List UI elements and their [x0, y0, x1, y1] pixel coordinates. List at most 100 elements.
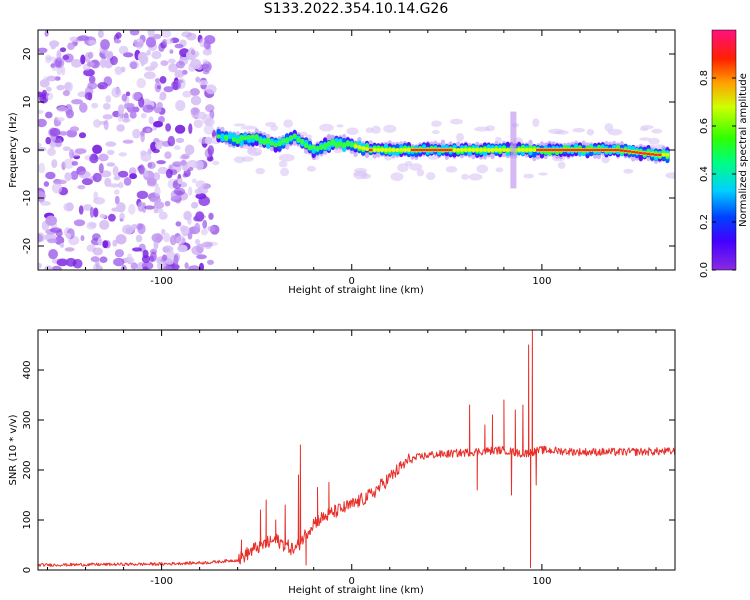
noise-blob — [70, 170, 79, 180]
ridge-segment — [292, 133, 297, 138]
snr-xtick-label: 0 — [349, 576, 355, 587]
halo-blob — [648, 137, 660, 145]
ridge-segment — [254, 134, 259, 141]
ridge-peak — [433, 148, 438, 152]
noise-blob — [201, 63, 210, 70]
noise-blob — [153, 172, 161, 181]
ridge-peak — [410, 148, 415, 152]
noise-blob — [196, 111, 207, 120]
noise-blob — [196, 243, 205, 254]
halo-blob — [255, 167, 265, 175]
ridge-core — [482, 148, 487, 152]
ridge-segment — [224, 134, 229, 142]
halo-blob — [233, 156, 246, 164]
halo-blob — [523, 173, 535, 179]
ridge-peak — [585, 148, 590, 152]
ridge-core — [471, 148, 476, 152]
ridge-core — [372, 148, 377, 152]
ridge-segment — [262, 139, 267, 146]
ridge-peak — [608, 148, 613, 152]
noise-blob — [194, 222, 201, 234]
noise-blob — [175, 100, 186, 111]
noise-blob — [186, 160, 199, 169]
noise-blob — [172, 161, 183, 168]
noise-blob — [154, 78, 161, 83]
noise-blob — [150, 61, 159, 69]
noise-blob — [208, 212, 214, 220]
halo-blob — [532, 118, 540, 127]
noise-blob — [162, 254, 168, 261]
noise-blob — [79, 102, 88, 113]
halo-blob — [397, 163, 409, 173]
noise-blob — [38, 142, 42, 148]
snr-content — [38, 330, 675, 568]
noise-blob — [152, 33, 162, 40]
noise-blob — [59, 242, 65, 248]
noise-blob — [71, 59, 83, 68]
ridge-peak — [566, 148, 571, 152]
ridge-core — [380, 148, 385, 152]
noise-blob — [163, 86, 174, 93]
ridge-core — [524, 148, 529, 152]
noise-blob — [77, 35, 90, 41]
noise-blob — [153, 201, 165, 209]
noise-blob — [146, 128, 151, 133]
noise-blob — [137, 223, 146, 235]
ridge-core — [494, 148, 499, 152]
ridge-core — [517, 148, 522, 152]
ridge-core — [460, 148, 464, 152]
noise-blob — [62, 90, 70, 97]
ridge-core — [661, 152, 666, 157]
noise-blob — [158, 211, 168, 220]
colorbar-gradient — [711, 29, 737, 271]
page-title: S133.2022.354.10.14.G26 — [263, 1, 449, 17]
ridge-core — [498, 148, 503, 152]
noise-blob — [195, 238, 200, 245]
halo-blob — [409, 163, 423, 171]
colorbar: 0.0 0.2 0.4 0.6 0.8 Normalized spectral ampl… — [699, 29, 749, 278]
noise-blob — [190, 58, 202, 70]
noise-blob — [174, 79, 184, 84]
noise-blob — [140, 112, 147, 119]
noise-blob — [174, 43, 184, 49]
noise-blob — [45, 171, 56, 180]
noise-blob — [165, 38, 174, 45]
noise-blob — [71, 161, 79, 166]
noise-blob — [105, 95, 112, 103]
halo-blob — [445, 166, 458, 173]
ridge-peak — [577, 148, 582, 152]
spectrogram-xtick-label: -100 — [150, 276, 173, 287]
noise-blob — [87, 81, 98, 90]
halo-blob — [278, 160, 288, 168]
snr-xlabel: Height of straight line (km) — [288, 585, 424, 596]
noise-blob — [82, 204, 93, 211]
noise-blob — [64, 82, 72, 90]
ridge-core — [391, 148, 396, 152]
noise-blob — [132, 91, 142, 101]
noise-blob — [156, 160, 166, 165]
noise-blob — [47, 238, 58, 244]
noise-blob — [136, 78, 146, 89]
noise-blob — [147, 161, 156, 169]
ridge-core — [365, 147, 369, 151]
noise-blob — [45, 136, 51, 145]
noise-blob — [56, 258, 68, 267]
noise-blob — [188, 186, 193, 196]
ridge-core — [403, 148, 407, 152]
noise-blob — [49, 127, 61, 137]
noise-blob — [195, 211, 205, 222]
noise-blob — [49, 227, 62, 233]
spectrogram-content — [38, 30, 675, 270]
noise-blob — [175, 235, 186, 245]
noise-blob — [137, 201, 145, 212]
snr-series-line — [38, 330, 675, 568]
noise-blob — [98, 153, 109, 162]
noise-blob — [62, 54, 70, 61]
ridge-core — [665, 152, 670, 157]
noise-blob — [167, 58, 176, 64]
noise-blob — [121, 117, 131, 123]
noise-blob — [118, 181, 124, 189]
ridge-core — [467, 148, 472, 152]
noise-blob — [168, 63, 179, 73]
noise-blob — [100, 39, 110, 50]
